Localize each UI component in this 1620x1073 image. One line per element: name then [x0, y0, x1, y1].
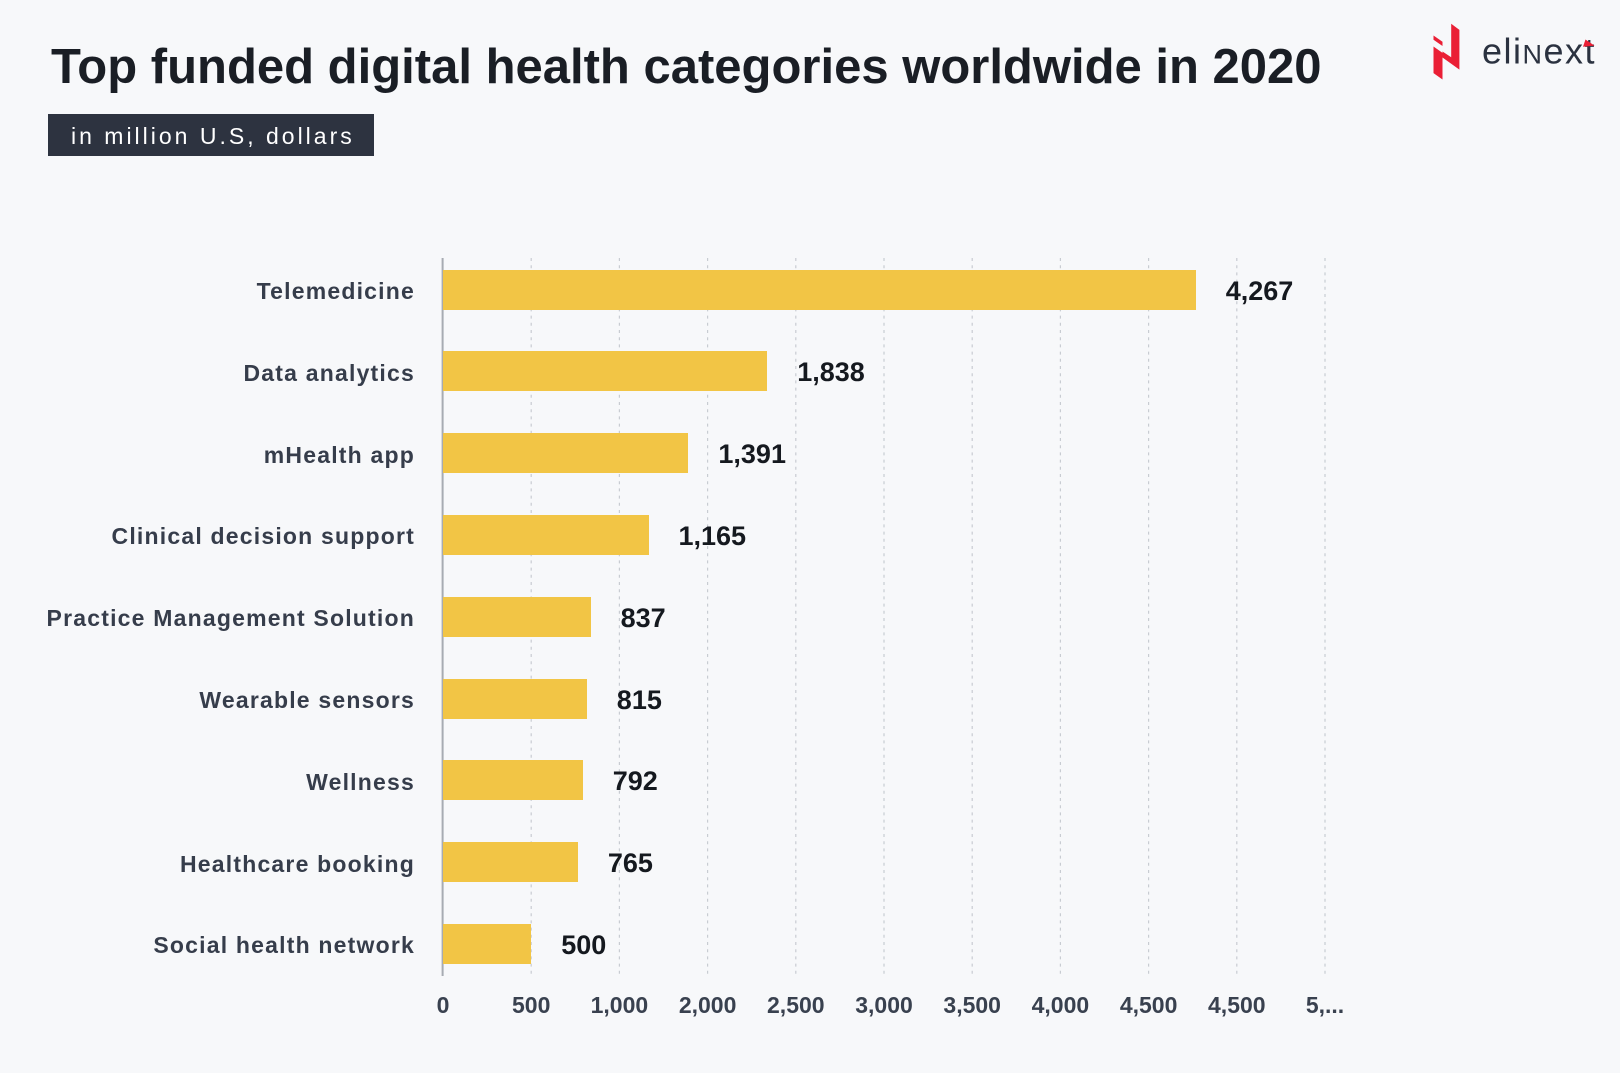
svg-text:ext: ext: [1544, 31, 1597, 72]
svg-text:eli: eli: [1482, 31, 1523, 72]
svg-text:N: N: [1523, 40, 1543, 70]
